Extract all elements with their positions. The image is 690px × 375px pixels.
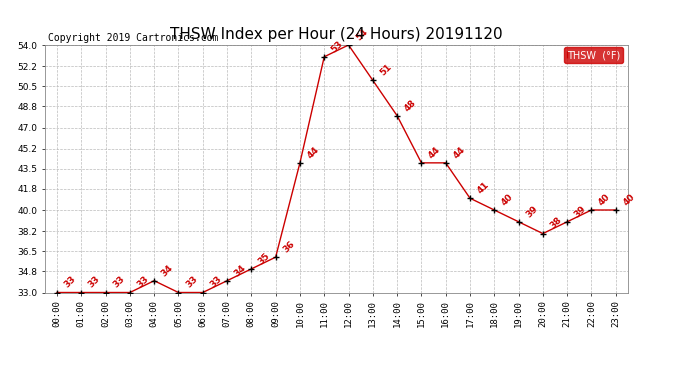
Text: 40: 40: [500, 192, 515, 207]
Text: 33: 33: [135, 274, 150, 290]
Legend: THSW  (°F): THSW (°F): [564, 47, 623, 63]
Text: 39: 39: [573, 204, 588, 219]
Text: 44: 44: [451, 145, 466, 160]
Text: 51: 51: [378, 62, 393, 78]
Text: 34: 34: [233, 262, 248, 278]
Title: THSW Index per Hour (24 Hours) 20191120: THSW Index per Hour (24 Hours) 20191120: [170, 27, 503, 42]
Text: 44: 44: [306, 145, 321, 160]
Text: 35: 35: [257, 251, 272, 266]
Text: 53: 53: [330, 39, 345, 54]
Text: 38: 38: [549, 216, 564, 231]
Text: 39: 39: [524, 204, 540, 219]
Text: 33: 33: [63, 274, 78, 290]
Text: 36: 36: [282, 239, 297, 254]
Text: Copyright 2019 Cartronics.com: Copyright 2019 Cartronics.com: [48, 33, 218, 42]
Text: 33: 33: [184, 274, 199, 290]
Text: 33: 33: [208, 274, 224, 290]
Text: 44: 44: [427, 145, 442, 160]
Text: 48: 48: [403, 98, 418, 113]
Text: 41: 41: [475, 180, 491, 195]
Text: 33: 33: [87, 274, 102, 290]
Text: 33: 33: [111, 274, 126, 290]
Text: 40: 40: [597, 192, 612, 207]
Text: 34: 34: [159, 262, 175, 278]
Text: 54: 54: [354, 27, 369, 42]
Text: 40: 40: [621, 192, 636, 207]
